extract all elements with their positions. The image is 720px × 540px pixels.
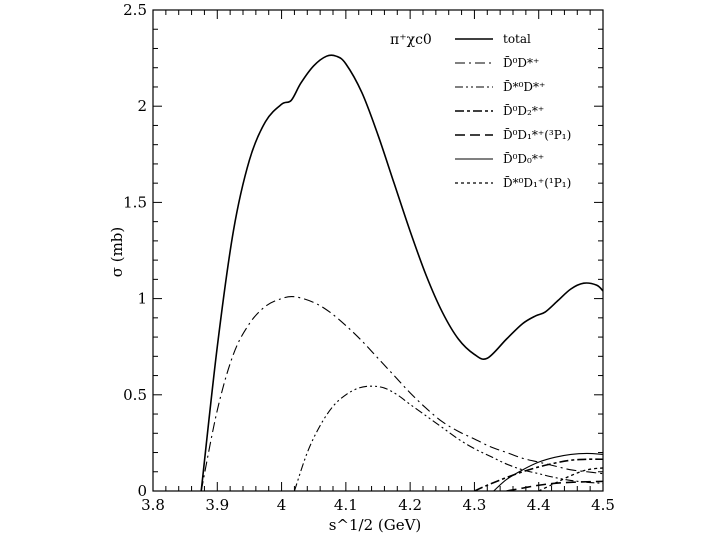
y-tick-label: 2.5 bbox=[123, 1, 147, 19]
legend-label: D̄⁰D₁*⁺(³P₁) bbox=[503, 127, 571, 142]
legend-label: total bbox=[503, 32, 531, 46]
x-axis-label: s^1/2 (GeV) bbox=[329, 516, 422, 534]
x-tick-label: 3.8 bbox=[141, 496, 165, 514]
series-line bbox=[506, 480, 603, 491]
legend-label: D̄⁰D*⁺ bbox=[503, 55, 539, 70]
x-tick-label: 4.1 bbox=[334, 496, 358, 514]
legend: π⁺χc0 total D̄⁰D*⁺ D̄*⁰D*⁺ D̄⁰D₂*⁺ D̄⁰D₁*⁺(³… bbox=[390, 32, 571, 190]
x-tick-label: 4.4 bbox=[527, 496, 551, 514]
x-tick-label: 4.5 bbox=[591, 496, 615, 514]
series-line bbox=[293, 385, 603, 491]
series-line bbox=[200, 295, 603, 491]
legend-label: D̄*⁰D₁⁺(¹P₁) bbox=[503, 175, 571, 190]
legend-label: D̄⁰D₀*⁺ bbox=[503, 151, 544, 166]
series-line bbox=[538, 467, 603, 491]
x-tick-label: 4.3 bbox=[462, 496, 486, 514]
x-axis: 3.8 3.9 4 4.1 4.2 4.3 4.4 4.5 bbox=[141, 10, 615, 514]
series-line bbox=[200, 54, 603, 491]
x-tick-label: 3.9 bbox=[205, 496, 229, 514]
legend-label: D̄*⁰D*⁺ bbox=[503, 79, 545, 94]
series-layer bbox=[200, 54, 603, 491]
y-tick-label: 1 bbox=[137, 290, 147, 308]
legend-title: π⁺χc0 bbox=[390, 32, 432, 48]
series-line bbox=[493, 452, 603, 491]
plot-frame bbox=[152, 9, 604, 492]
y-tick-label: 2 bbox=[137, 97, 147, 115]
legend-label: D̄⁰D₂*⁺ bbox=[503, 103, 544, 118]
y-tick-label: 0 bbox=[137, 482, 147, 500]
x-tick-label: 4 bbox=[277, 496, 287, 514]
y-axis-label: σ (mb) bbox=[108, 227, 126, 278]
y-tick-label: 1.5 bbox=[123, 193, 147, 211]
series-line bbox=[474, 458, 603, 491]
x-tick-label: 4.2 bbox=[398, 496, 422, 514]
y-axis: 0 0.5 1 1.5 2 2.5 bbox=[123, 1, 603, 500]
y-tick-label: 0.5 bbox=[123, 386, 147, 404]
